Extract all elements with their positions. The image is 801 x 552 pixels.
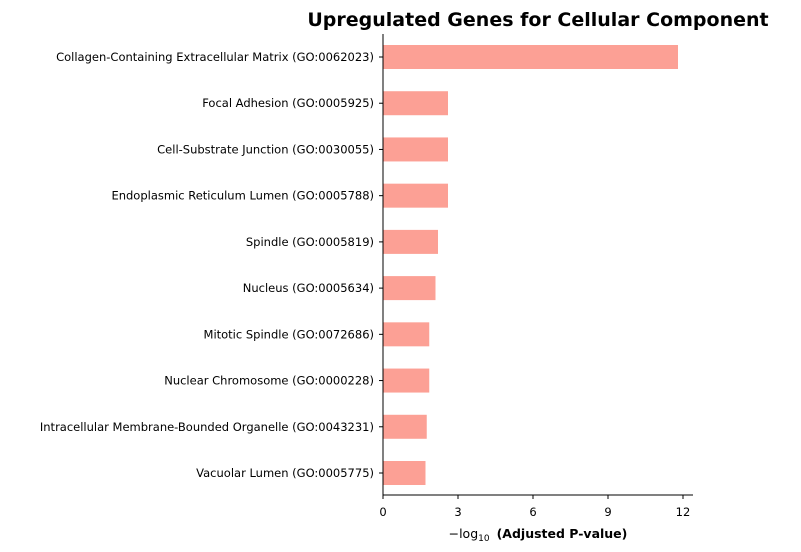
- category-label: Focal Adhesion (GO:0005925): [202, 96, 374, 110]
- bar: [383, 183, 448, 208]
- x-tick-label: 9: [604, 505, 611, 519]
- category-label: Mitotic Spindle (GO:0072686): [204, 327, 374, 341]
- category-labels: Collagen-Containing Extracellular Matrix…: [40, 50, 383, 480]
- x-axis-label-prefix: −log: [449, 526, 479, 541]
- bar: [383, 322, 430, 347]
- category-label: Intracellular Membrane-Bounded Organelle…: [40, 420, 374, 434]
- bars-layer: [383, 45, 678, 485]
- x-axis-label: −log10 (Adjusted P-value): [449, 526, 628, 544]
- x-axis-label-text: (Adjusted P-value): [497, 526, 628, 541]
- category-label: Collagen-Containing Extracellular Matrix…: [56, 50, 374, 64]
- category-label: Endoplasmic Reticulum Lumen (GO:0005788): [111, 189, 374, 203]
- bar: [383, 414, 427, 439]
- bar: [383, 45, 678, 69]
- category-label: Nuclear Chromosome (GO:0000228): [164, 374, 374, 388]
- bar: [383, 368, 430, 393]
- bar: [383, 276, 436, 301]
- category-label: Spindle (GO:0005819): [246, 235, 374, 249]
- x-axis-label-subscript: 10: [478, 534, 490, 544]
- x-tick-label: 3: [454, 505, 461, 519]
- category-label: Nucleus (GO:0005634): [243, 281, 374, 295]
- x-tick-label: 12: [676, 505, 691, 519]
- category-label: Vacuolar Lumen (GO:0005775): [196, 466, 374, 480]
- bar: [383, 229, 438, 254]
- bar: [383, 137, 448, 162]
- bar: [383, 91, 448, 116]
- bar: [383, 461, 426, 485]
- category-label: Cell-Substrate Junction (GO:0030055): [157, 142, 374, 156]
- chart-title: Upregulated Genes for Cellular Component: [307, 9, 768, 31]
- x-axis-ticks: 0 3 6 9 12: [379, 495, 690, 519]
- x-tick-label: 6: [529, 505, 536, 519]
- x-tick-label: 0: [379, 505, 386, 519]
